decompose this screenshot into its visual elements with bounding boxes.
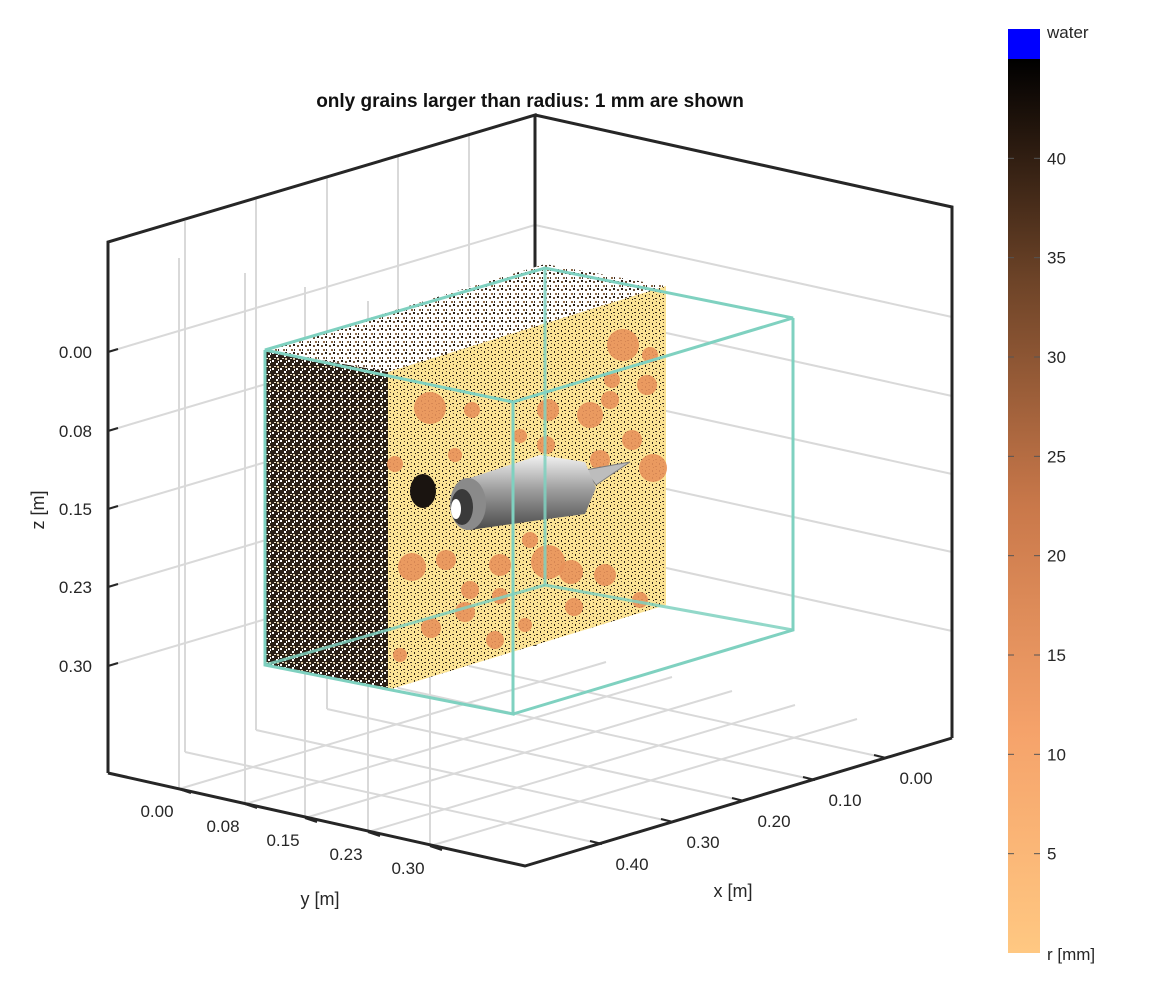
z-tick-label: 0.08 <box>59 422 92 441</box>
large-grain <box>604 372 620 388</box>
x-axis-label: x [m] <box>714 881 753 901</box>
large-grain <box>594 564 616 586</box>
colorbar-gradient <box>1008 59 1040 953</box>
colorbar-tick-label: 25 <box>1047 447 1066 466</box>
y-tick-label: 0.08 <box>206 817 239 836</box>
x-tick-label: 0.40 <box>615 855 648 874</box>
large-grain <box>393 648 407 662</box>
large-grain <box>448 448 462 462</box>
colorbar: water r [mm] 5 10 15 20 25 30 35 40 <box>1008 23 1095 964</box>
colorbar-tick-label: 5 <box>1047 845 1056 864</box>
colorbar-water-swatch <box>1008 29 1040 59</box>
colorbar-tick-label: 10 <box>1047 745 1066 764</box>
large-grain <box>531 545 565 579</box>
large-grain <box>398 553 426 581</box>
void-hole <box>410 474 436 508</box>
y-tick-label: 0.23 <box>329 845 362 864</box>
cutting-tool <box>450 455 631 530</box>
large-grain <box>637 375 657 395</box>
large-grain <box>522 532 538 548</box>
large-grain <box>464 402 480 418</box>
x-tick-label: 0.00 <box>899 769 932 788</box>
large-grain <box>559 560 583 584</box>
colorbar-water-label: water <box>1046 23 1089 42</box>
colorbar-unit-label: r [mm] <box>1047 945 1095 964</box>
large-grain <box>590 450 610 470</box>
z-tick-label: 0.23 <box>59 578 92 597</box>
large-grain <box>622 430 642 450</box>
large-grain <box>387 456 403 472</box>
x-tick-label: 0.10 <box>828 791 861 810</box>
large-grain <box>461 581 479 599</box>
large-grain <box>414 392 446 424</box>
x-tick-label: 0.20 <box>757 812 790 831</box>
large-grain <box>639 454 667 482</box>
z-tick-label: 0.30 <box>59 657 92 676</box>
large-grain <box>513 429 527 443</box>
large-grain <box>421 618 441 638</box>
x-tick-label: 0.30 <box>686 833 719 852</box>
colorbar-tick-label: 30 <box>1047 348 1066 367</box>
y-axis-label: y [m] <box>301 889 340 909</box>
domain-box <box>263 266 795 716</box>
large-grain <box>565 598 583 616</box>
z-tick-label: 0.15 <box>59 500 92 519</box>
z-tick-label: 0.00 <box>59 343 92 362</box>
large-grain <box>577 402 603 428</box>
colorbar-tick-label: 20 <box>1047 547 1066 566</box>
z-axis-label: z [m] <box>28 491 48 530</box>
large-grain <box>436 550 456 570</box>
large-grain <box>489 554 511 576</box>
grain-top-face <box>265 264 666 372</box>
large-grain <box>601 391 619 409</box>
large-grains <box>387 329 667 662</box>
y-tick-label: 0.15 <box>266 831 299 850</box>
large-grain <box>537 399 559 421</box>
title: only grains larger than radius: 1 mm are… <box>316 91 744 112</box>
colorbar-tick-label: 15 <box>1047 646 1066 665</box>
y-tick-label: 0.30 <box>391 859 424 878</box>
grain-left-face <box>265 350 388 690</box>
y-tick-label: 0.00 <box>140 802 173 821</box>
colorbar-tick-label: 35 <box>1047 249 1066 268</box>
tick-marks <box>107 348 887 851</box>
colorbar-tick-label: 40 <box>1047 149 1066 168</box>
large-grain <box>607 329 639 361</box>
large-grain <box>486 631 504 649</box>
large-grain <box>518 618 532 632</box>
